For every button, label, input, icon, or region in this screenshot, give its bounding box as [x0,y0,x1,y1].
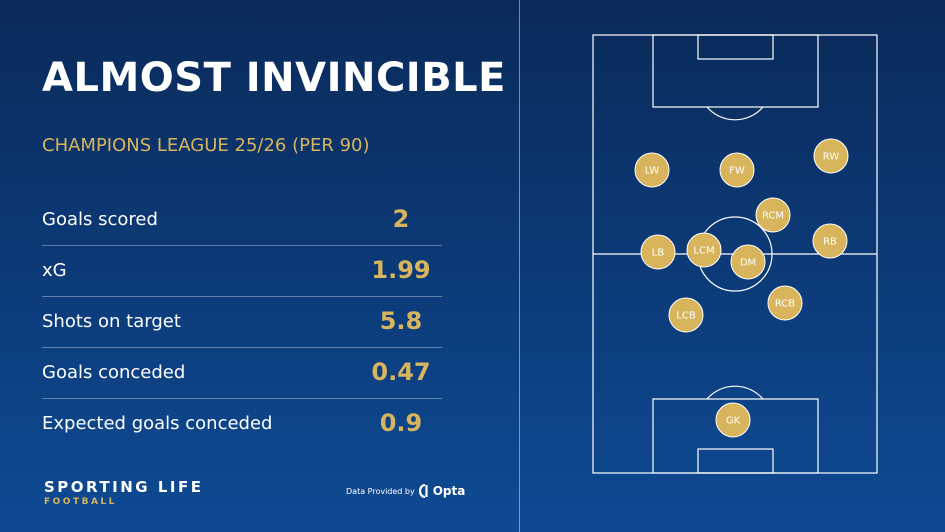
brand-subtitle: FOOTBALL [44,497,117,507]
player-position-label: GK [726,416,741,427]
player-marker-lcm: LCM [686,232,722,268]
player-marker-lw: LW [634,152,670,188]
stat-label: Expected goals conceded [42,413,273,434]
player-circle [640,234,676,270]
brand-name: SPORTING LIFE [44,478,204,496]
stat-label: xG [42,260,67,281]
player-position-label: FW [729,166,745,177]
player-circle [813,138,849,174]
player-circle [634,152,670,188]
player-marker-lcb: LCB [668,297,704,333]
stat-value: 1.99 [371,256,431,284]
player-circle [730,244,766,280]
opta-text: Opta [432,484,466,498]
player-marker-rw: RW [813,138,849,174]
stat-row-goals-scored: Goals scored 2 [42,195,442,246]
player-circle [719,152,755,188]
stat-label: Shots on target [42,311,181,332]
stat-row-goals-conceded: Goals conceded 0.47 [42,348,442,399]
data-credit: Data Provided by Opta [346,484,465,498]
player-position-label: RW [823,152,840,163]
player-marker-rb: RB [812,223,848,259]
player-circle [767,285,803,321]
opta-mark-icon [418,484,428,498]
stat-row-xg: xG 1.99 [42,246,442,297]
player-marker-rcb: RCB [767,285,803,321]
player-position-label: LW [645,166,660,177]
player-circle [686,232,722,268]
stat-value: 0.9 [379,409,423,437]
player-circle [812,223,848,259]
player-position-label: LB [652,248,665,259]
page-subtitle: CHAMPIONS LEAGUE 25/26 (PER 90) [42,135,370,156]
player-circle [715,402,751,438]
credit-text: Data Provided by [346,486,415,496]
top-six-yard-box [697,34,774,60]
player-marker-lb: LB [640,234,676,270]
player-position-label: RB [823,237,837,248]
stat-label: Goals scored [42,209,158,230]
stat-row-xg-conceded: Expected goals conceded 0.9 [42,399,442,450]
player-position-label: LCM [693,246,714,257]
stat-value: 0.47 [371,358,431,386]
panel-divider [519,0,520,532]
stat-value: 2 [392,205,410,233]
player-position-label: RCM [762,211,784,222]
sporting-life-logo: SPORTING LIFE FOOTBALL [44,478,203,507]
top-penalty-arc [706,106,764,121]
page-title: ALMOST INVINCIBLE [42,55,506,101]
bottom-six-yard-box [697,448,774,474]
player-position-label: DM [740,258,756,269]
player-position-label: LCB [676,311,696,322]
player-marker-rcm: RCM [755,197,791,233]
stat-row-shots-on-target: Shots on target 5.8 [42,297,442,348]
player-circle [755,197,791,233]
stats-table: Goals scored 2 xG 1.99 Shots on target 5… [42,195,442,450]
stat-label: Goals conceded [42,362,186,383]
top-penalty-box [652,34,819,108]
player-position-label: RCB [775,299,795,310]
opta-logo: Opta [418,484,466,498]
stat-value: 5.8 [379,307,423,335]
bottom-penalty-arc [706,385,764,400]
player-marker-dm: DM [730,244,766,280]
player-circle [668,297,704,333]
player-marker-fw: FW [719,152,755,188]
player-markers: LW FW RW RCM RB LB LCM DM RCB LCB GK [634,138,849,438]
player-marker-gk: GK [715,402,751,438]
stats-panel: ALMOST INVINCIBLE CHAMPIONS LEAGUE 25/26… [42,55,506,507]
